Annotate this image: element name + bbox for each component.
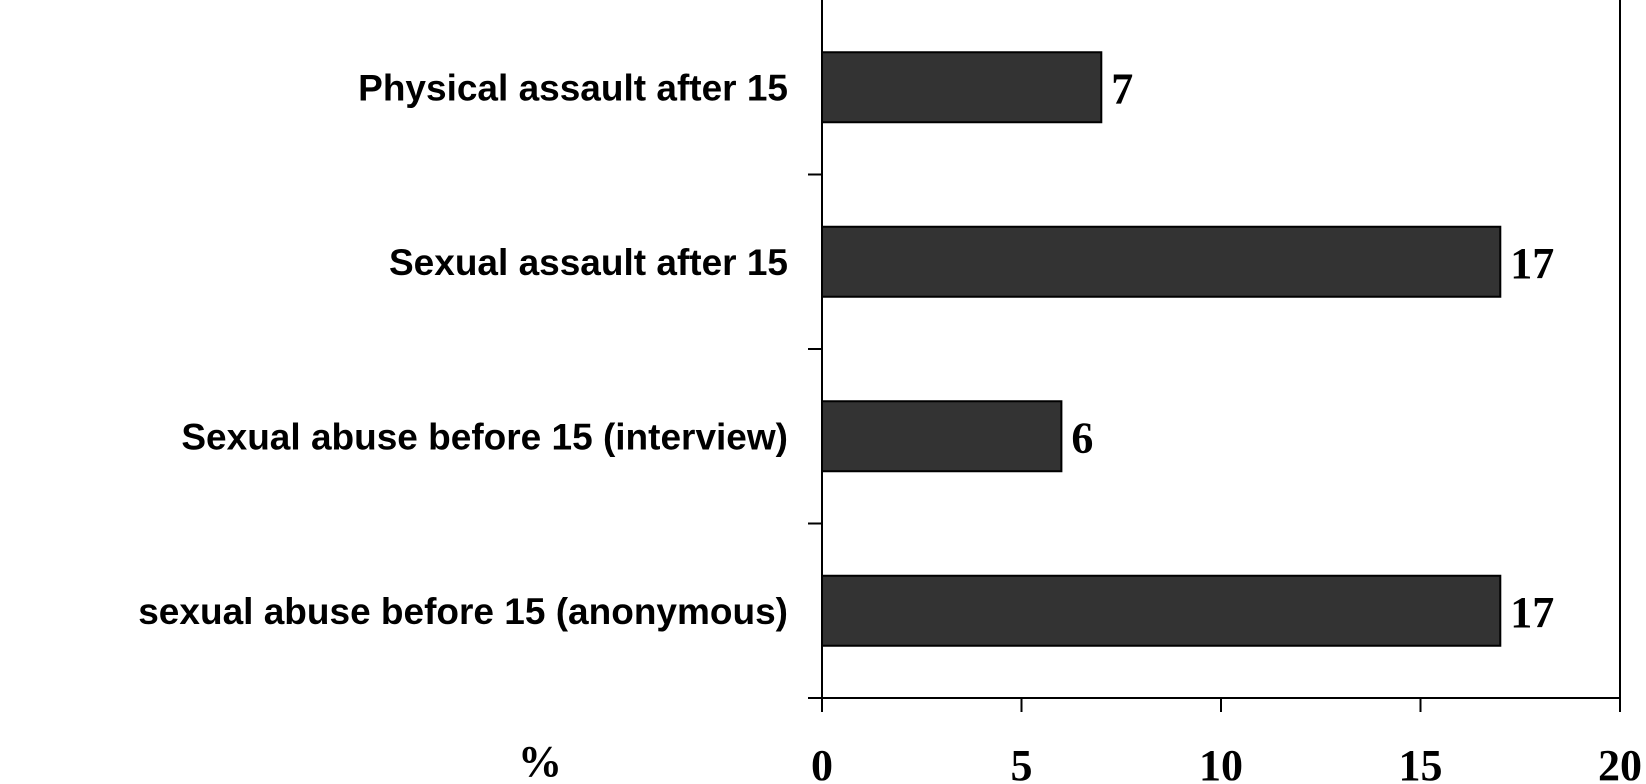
x-tick-label: 5: [1011, 741, 1033, 784]
x-tick-label: 10: [1199, 741, 1243, 784]
category-label: sexual abuse before 15 (anonymous): [138, 591, 788, 632]
x-tick-label: 20: [1598, 741, 1642, 784]
bars-layer: [821, 51, 1502, 647]
bar: [821, 51, 1103, 124]
bar: [821, 225, 1502, 298]
bar-value-label: 17: [1510, 588, 1554, 637]
bar-value-label: 17: [1510, 239, 1554, 288]
category-label: Sexual assault after 15: [389, 242, 788, 283]
category-label: Physical assault after 15: [358, 67, 788, 108]
bar-value-label: 6: [1071, 413, 1093, 462]
unit-label: %: [518, 737, 562, 784]
x-tick-label: 15: [1399, 741, 1443, 784]
bar-value-label: 7: [1111, 64, 1133, 113]
axes-layer: [808, 0, 1621, 712]
category-label: Sexual abuse before 15 (interview): [181, 416, 788, 457]
labels-layer: 7 Physical assault after 15 17 Sexual assau…: [138, 64, 1642, 784]
bar: [821, 574, 1502, 647]
x-tick-label: 0: [811, 741, 833, 784]
bar: [821, 400, 1063, 473]
